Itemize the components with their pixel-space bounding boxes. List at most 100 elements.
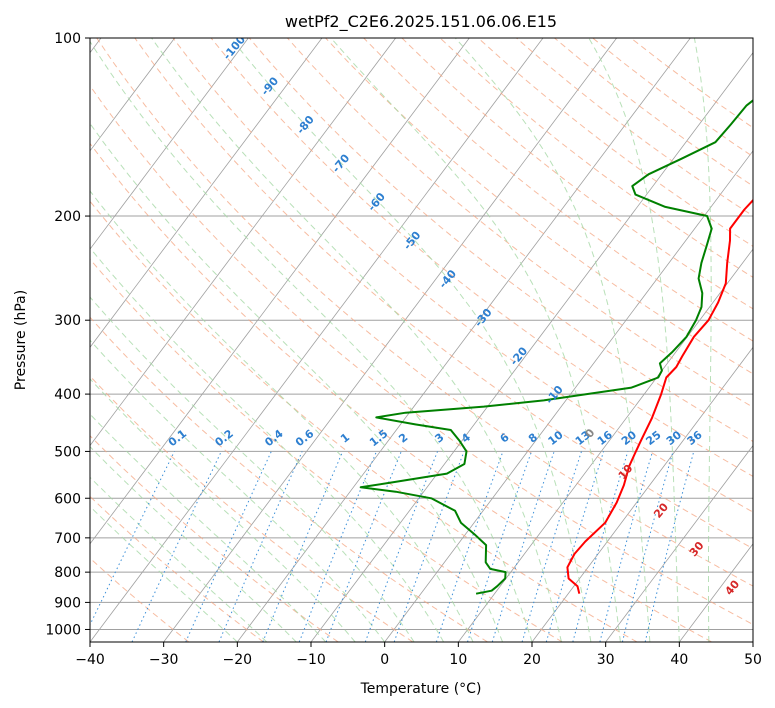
dry-adiabat [90, 375, 414, 642]
moist-adiabat [90, 190, 474, 642]
profiles [359, 99, 753, 595]
isotherm-line [90, 38, 396, 447]
moist-adiabat [90, 122, 503, 642]
moist-adiabat [230, 38, 592, 642]
background-lines [90, 38, 753, 642]
dry-adiabat-label: -40 [436, 267, 459, 291]
moist-adiabat [90, 505, 238, 642]
dry-adiabat [439, 38, 753, 278]
dry-adiabat-label: -60 [365, 190, 388, 214]
x-tick-label: 30 [597, 652, 615, 668]
dry-adiabat-label: -30 [472, 306, 495, 330]
isotherm-line [90, 38, 323, 348]
dry-adiabat [90, 495, 264, 642]
mixing-ratio-label: 0.4 [262, 427, 286, 449]
dry-adiabat [401, 38, 753, 310]
dry-adiabat-label: -10 [543, 383, 566, 407]
mixing-ratio-line [467, 451, 532, 642]
isotherm-line [752, 641, 753, 642]
dry-adiabat [554, 38, 753, 187]
mixing-ratio-line [572, 451, 629, 642]
moist-adiabat [588, 38, 680, 642]
chart-title: wetPf2_C2E6.2025.151.06.06.E15 [285, 12, 557, 32]
isotherm-line [605, 444, 753, 642]
mixing-ratio-label: 16 [595, 428, 615, 448]
plot-frame [89, 37, 754, 643]
dry-adiabat [172, 38, 753, 513]
mixing-ratio-label: 0.1 [166, 427, 189, 449]
dry-adiabat [477, 38, 753, 247]
isotherm-line [90, 38, 175, 152]
x-tick-label: −30 [149, 652, 179, 668]
isotherm-line [163, 38, 617, 642]
x-tick-label: 0 [380, 652, 389, 668]
dry-adiabat-label: -90 [259, 74, 282, 98]
moist-adiabat [454, 38, 651, 642]
mixing-ratio-label: 0.2 [212, 427, 235, 449]
dry-adiabat [90, 142, 712, 642]
mixing-ratio-label: 20 [619, 428, 639, 448]
y-tick-label: 200 [54, 209, 81, 225]
x-tick-label: −40 [75, 652, 105, 668]
dry-adiabat-label: -50 [401, 229, 424, 253]
dry-adiabat-label: -80 [294, 113, 317, 137]
mixing-ratio-line [218, 451, 303, 642]
dry-adiabat-label: 20 [651, 500, 671, 520]
dry-adiabat-label: 30 [687, 539, 707, 559]
x-axis-label: Temperature (°C) [360, 681, 482, 697]
x-axis: −40 −30 −20 −10 0 10 20 30 40 50 [75, 642, 762, 668]
moist-adiabat [693, 38, 712, 642]
mixing-ratio-line [90, 451, 175, 627]
x-tick-label: −10 [296, 652, 326, 668]
line-labels: 0.1 0.2 0.4 0.6 1 1.5 2 3 4 6 8 10 13 16 20 25 30 36-100-… [166, 33, 743, 598]
dry-adiabat [90, 200, 638, 642]
dry-adiabat [90, 316, 488, 642]
x-tick-label: 40 [670, 652, 688, 668]
isotherm-line [531, 346, 753, 642]
dry-adiabat [248, 38, 753, 442]
x-tick-label: 10 [449, 652, 467, 668]
moist-adiabat [90, 413, 327, 642]
y-axis: 1000 900 800 700 600 500 400 300 200 100 [45, 31, 90, 638]
mixing-ratio-line [545, 451, 605, 642]
dry-adiabat-label: -20 [508, 344, 531, 368]
mixing-ratio-label: 3 [432, 431, 446, 446]
mixing-ratio-label: 2 [396, 431, 410, 446]
mixing-ratio-line [491, 451, 555, 642]
mixing-ratio-label: 10 [546, 428, 566, 448]
mixing-ratio-line [644, 451, 695, 642]
mixing-ratio-line [325, 451, 402, 642]
y-tick-label: 300 [54, 313, 81, 329]
moist-adiabat [90, 40, 533, 642]
isotherm-line [237, 38, 691, 642]
mixing-ratio-line [521, 451, 582, 642]
mixing-ratio-line [621, 451, 674, 642]
moist-adiabat [90, 296, 415, 642]
isotherm-line [310, 51, 753, 642]
isotherm-line [384, 150, 753, 642]
moist-adiabat [151, 38, 562, 642]
dry-adiabat [210, 38, 753, 477]
y-tick-label: 600 [54, 491, 81, 507]
x-tick-label: 20 [523, 652, 541, 668]
moist-adiabat [90, 445, 297, 642]
y-axis-label: Pressure (hPa) [13, 290, 29, 390]
mixing-ratio-label: 30 [664, 428, 684, 448]
x-tick-label: 50 [744, 652, 762, 668]
isotherm-line [90, 38, 544, 642]
moist-adiabat [90, 476, 268, 642]
mixing-ratio-line [435, 451, 504, 642]
mixing-ratio-label: 0.6 [293, 427, 317, 449]
dry-adiabat [90, 258, 563, 642]
mixing-ratio-label: 36 [685, 428, 705, 448]
dewpoint-line [359, 99, 753, 595]
dry-adiabat [134, 38, 753, 550]
y-tick-label: 400 [54, 387, 81, 403]
moist-adiabat [330, 38, 621, 642]
dry-adiabat [363, 38, 753, 342]
temperature-line [566, 198, 753, 594]
isotherm-line [90, 38, 249, 250]
dry-adiabat-label: -100 [220, 33, 248, 63]
mixing-ratio-label: 6 [498, 430, 512, 445]
